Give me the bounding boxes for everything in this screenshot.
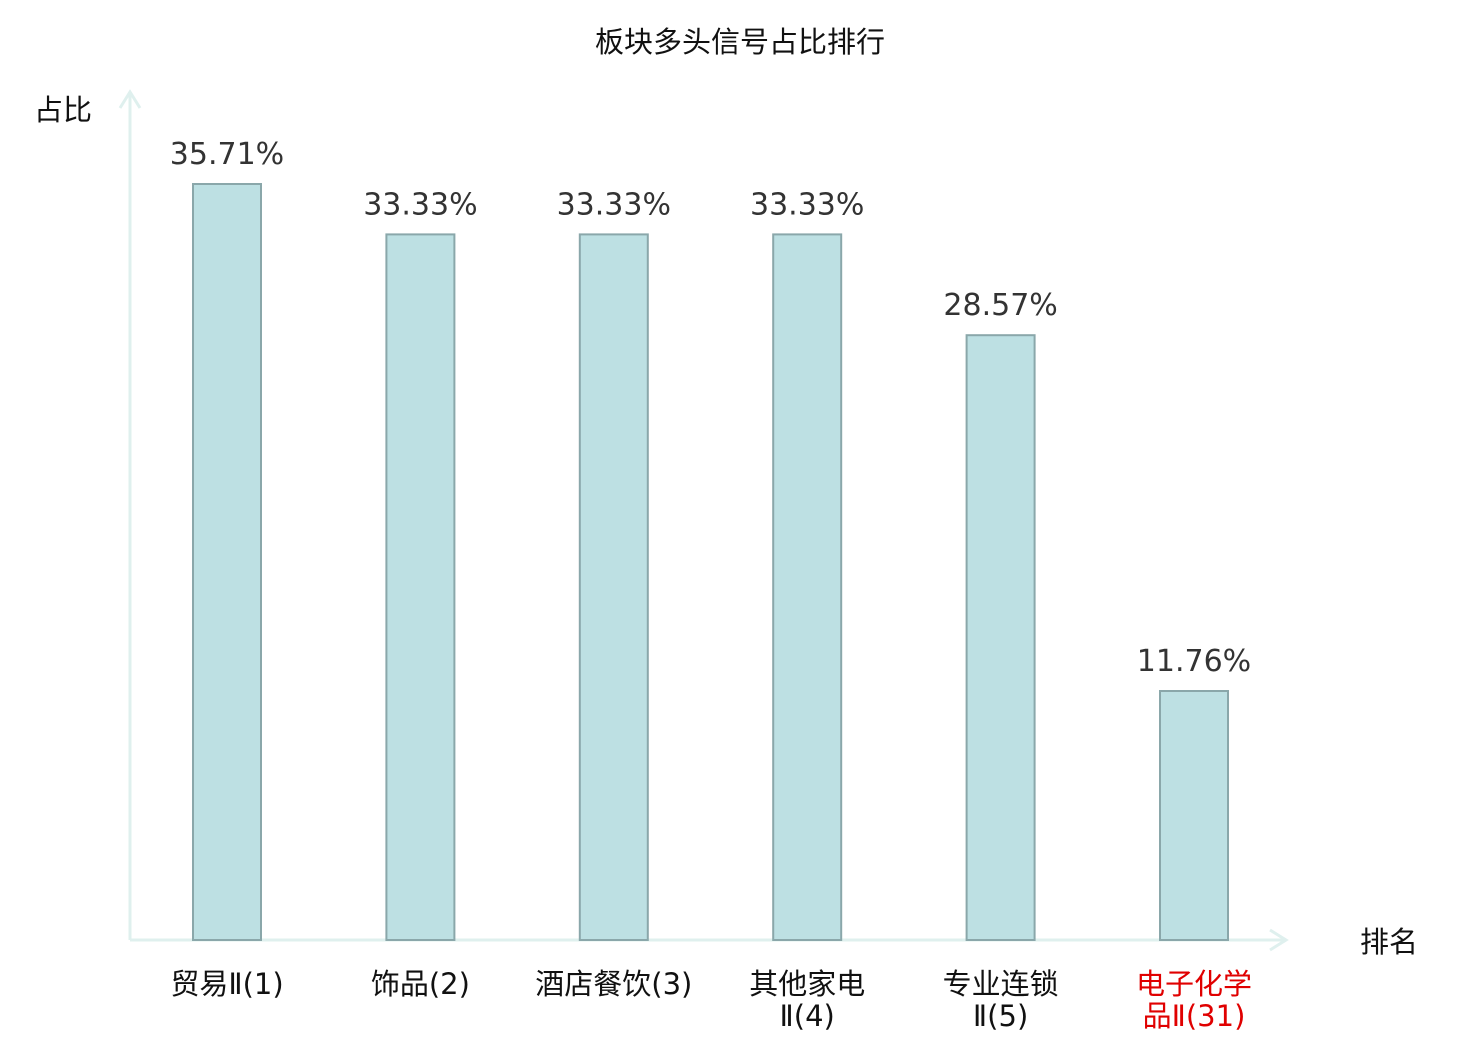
x-axis-label: 排名 (1360, 925, 1418, 959)
category-label: 电子化学 (1136, 967, 1252, 1001)
data-label: 33.33% (363, 187, 477, 222)
data-label: 33.33% (750, 187, 864, 222)
y-axis-label: 占比 (34, 93, 92, 127)
y-axis-arrow (118, 89, 142, 109)
bar (965, 334, 1036, 941)
bar (1159, 690, 1229, 941)
category-label: 贸易Ⅱ(1) (170, 967, 283, 1001)
data-label: 35.71% (170, 137, 284, 172)
chart-title: 板块多头信号占比排行 (595, 25, 885, 59)
category-label: 其他家电 (749, 967, 865, 1001)
value-labels-group: 35.71% 33.33% 33.33% 33.33% 28.57% 11.76% (170, 137, 1251, 679)
x-axis-arrow (1269, 928, 1289, 952)
bar (578, 233, 649, 941)
bar (192, 183, 262, 941)
data-label: 11.76% (1137, 644, 1251, 679)
bar (385, 233, 456, 941)
category-label: 专业连锁 (943, 967, 1059, 1001)
category-label: 酒店餐饮(3) (535, 967, 692, 1001)
axes (118, 89, 1289, 952)
category-label: 品Ⅱ(31) (1143, 999, 1246, 1033)
category-label: Ⅱ(4) (780, 999, 835, 1033)
bar (772, 233, 843, 941)
bars-group (192, 183, 1229, 941)
data-label: 28.57% (943, 288, 1057, 323)
category-label: Ⅱ(5) (973, 999, 1028, 1033)
data-label: 33.33% (557, 187, 671, 222)
category-label: 饰品(2) (371, 967, 470, 1001)
